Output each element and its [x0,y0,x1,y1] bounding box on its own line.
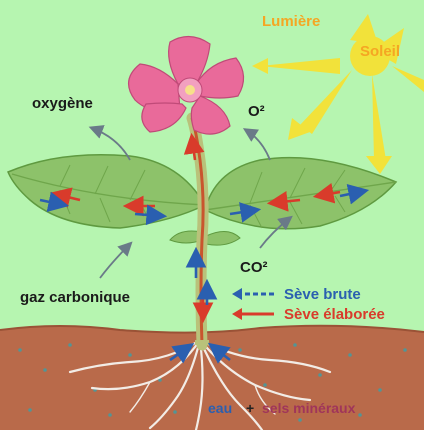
seve-brute-label: Sève brute [284,286,361,303]
sun [252,14,424,174]
co2-in-arrow [259,215,293,249]
small-leaf [169,230,203,244]
eau-label: eau [208,400,233,416]
flower [128,35,245,135]
gaz-carbonique-in-arrow [99,241,133,279]
o2-out-arrow [242,128,271,161]
plus-label: + [246,400,255,416]
seve-brute-arrows [39,184,370,364]
lumiere-label: Lumière [262,13,321,30]
sun-disc [350,36,390,76]
soleil-label: Soleil [360,43,401,60]
sun-ray-diagonal [300,70,352,134]
sun-ray-left [260,58,340,74]
sun-ray-down [372,74,386,160]
legend-seve-elaboree-arrow [232,308,274,320]
legend-seve-brute-arrow [232,288,274,300]
gas-arrows [88,125,293,279]
sels-mineraux-label: sels minéraux [262,400,356,416]
oxygene-label: oxygène [32,95,93,112]
oxygen-out-arrow [88,125,131,161]
gaz-carbonique-label: gaz carbonique [20,289,131,306]
co2-label: CO² [240,259,268,276]
small-leaf [205,231,241,246]
o2-label: O² [248,103,265,120]
seve-elaboree-label: Sève élaborée [284,306,385,323]
